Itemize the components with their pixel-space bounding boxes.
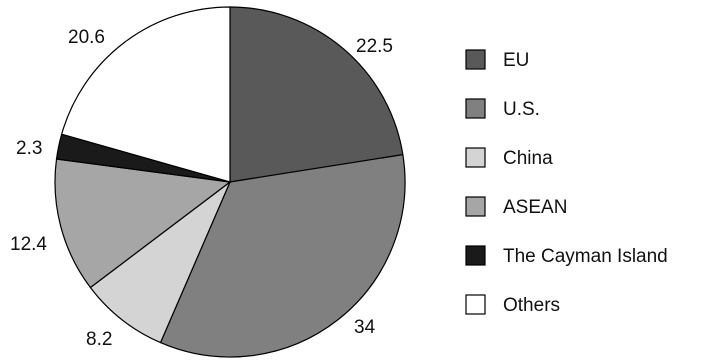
pie-data-labels: 22.5 34 8.2 12.4 2.3 20.6	[10, 27, 393, 350]
legend-swatch-asean	[465, 196, 486, 217]
data-label-others: 20.6	[68, 27, 105, 48]
pie-slice-china	[89, 181, 231, 344]
legend-label-asean: ASEAN	[503, 197, 567, 218]
data-label-china: 8.2	[86, 329, 112, 350]
data-label-eu: 22.5	[356, 36, 393, 57]
pie-slice-others	[61, 6, 231, 183]
legend-label-u-s: U.S.	[503, 99, 540, 120]
pie-slices	[54, 6, 406, 358]
data-label-u-s: 34	[354, 317, 376, 338]
legend-item-u-s: U.S.	[465, 98, 540, 120]
legend-item-the-cayman-island: The Cayman Island	[465, 245, 668, 267]
legend-item-others: Others	[465, 294, 560, 316]
legend-swatch-china	[465, 147, 486, 168]
legend-label-eu: EU	[503, 50, 529, 71]
legend-swatch-eu	[465, 49, 486, 70]
legend-swatch-u-s	[465, 98, 486, 119]
legend-swatch-others	[465, 294, 486, 315]
data-label-asean: 12.4	[10, 234, 47, 255]
pie-slice-eu	[229, 6, 404, 183]
data-label-the-cayman-island: 2.3	[16, 138, 42, 159]
legend-item-asean: ASEAN	[465, 196, 567, 218]
legend-item-eu: EU	[465, 49, 529, 71]
legend-label-others: Others	[503, 295, 560, 316]
legend-item-china: China	[465, 147, 553, 169]
legend-swatch-the-cayman-island	[465, 245, 486, 266]
pie-slice-u-s	[159, 154, 406, 358]
legend-label-china: China	[503, 148, 553, 169]
legend-label-the-cayman-island: The Cayman Island	[503, 246, 668, 267]
legend: EU U.S. China ASEAN The Cayman Island Others	[465, 49, 668, 316]
pie-slice-asean	[54, 158, 231, 289]
